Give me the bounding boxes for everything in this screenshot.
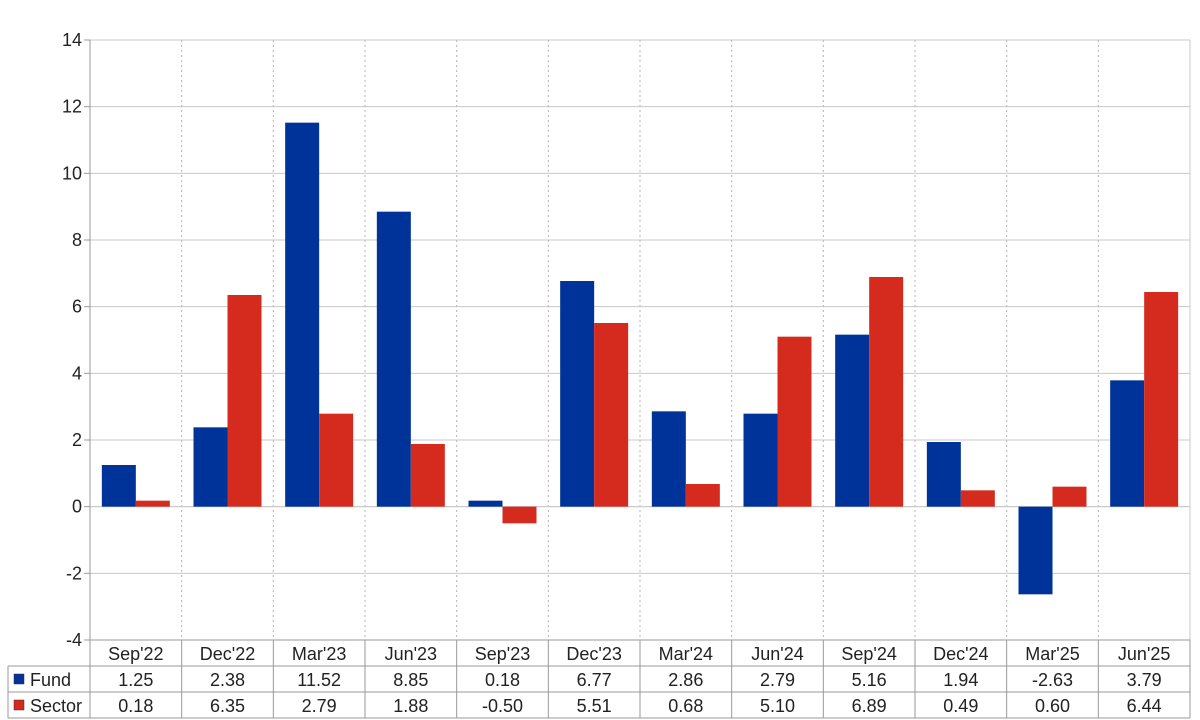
fund-value-cell: 0.18 (485, 670, 520, 690)
fund-legend-label: Fund (30, 670, 71, 690)
sector-value-cell: 0.18 (118, 696, 153, 716)
x-category-label: Mar'25 (1025, 644, 1079, 664)
fund-bar-2 (285, 122, 320, 507)
fund-value-cell: 2.38 (210, 670, 245, 690)
fund-bar-5 (560, 281, 595, 507)
fund-value-cell: 8.85 (393, 670, 428, 690)
y-tick-label: -4 (66, 630, 82, 650)
fund-value-cell: 11.52 (297, 670, 341, 690)
x-category-label: Sep'24 (841, 644, 897, 664)
fund-bar-3 (376, 211, 411, 507)
fund-bar-8 (835, 334, 870, 507)
fund-bar-0 (101, 465, 136, 507)
x-category-label: Jun'23 (385, 644, 437, 664)
y-tick-label: 6 (72, 297, 82, 317)
x-category-label: Sep'22 (108, 644, 164, 664)
fund-value-cell: 3.79 (1127, 670, 1162, 690)
fund-bar-6 (651, 411, 686, 507)
sector-bar-6 (685, 484, 720, 507)
y-tick-label: 10 (62, 163, 82, 183)
sector-value-cell: 0.60 (1035, 696, 1070, 716)
sector-value-cell: -0.50 (482, 696, 523, 716)
sector-bar-2 (319, 413, 354, 507)
y-tick-label: 4 (72, 363, 82, 383)
sector-value-cell: 6.89 (852, 696, 887, 716)
x-category-label: Jun'25 (1118, 644, 1170, 664)
sector-value-cell: 1.88 (393, 696, 428, 716)
fund-value-cell: 1.25 (118, 670, 153, 690)
y-axis: -4 -2 0 2 4 6 8 10 12 14 (62, 30, 82, 650)
sector-value-cell: 5.51 (577, 696, 612, 716)
y-tick-label: 8 (72, 230, 82, 250)
fund-bar-10 (1018, 506, 1053, 595)
sector-bar-3 (410, 444, 445, 507)
x-category-label: Sep'23 (475, 644, 531, 664)
fund-bar-9 (926, 442, 961, 507)
sector-value-cell: 0.68 (668, 696, 703, 716)
fund-bar-7 (743, 413, 778, 507)
fund-bar-11 (1110, 380, 1145, 507)
sector-bar-1 (227, 295, 262, 507)
x-category-label: Mar'23 (292, 644, 346, 664)
data-table: Sep'22 Dec'22 Mar'23 Jun'23 Sep'23 Dec'23 Mar'… (7, 639, 1191, 719)
bars (101, 122, 1179, 595)
x-category-label: Jun'24 (751, 644, 803, 664)
sector-legend-label: Sector (30, 696, 82, 716)
sector-bar-4 (502, 506, 537, 524)
gridlines (84, 39, 1191, 641)
y-tick-label: -2 (66, 563, 82, 583)
sector-value-cell: 5.10 (760, 696, 795, 716)
fund-value-cell: 2.86 (668, 670, 703, 690)
sector-bar-11 (1144, 292, 1179, 507)
fund-value-cell: 2.79 (760, 670, 795, 690)
x-category-label: Dec'24 (933, 644, 988, 664)
sector-bar-5 (594, 323, 629, 507)
sector-bar-9 (960, 490, 995, 507)
x-category-label: Dec'22 (200, 644, 255, 664)
sector-bar-7 (777, 336, 812, 507)
sector-value-cell: 0.49 (943, 696, 978, 716)
sector-bar-10 (1052, 486, 1087, 507)
sector-bar-8 (869, 277, 904, 507)
fund-bar-4 (468, 500, 503, 507)
fund-bar-1 (193, 427, 228, 507)
y-tick-label: 0 (72, 497, 82, 517)
y-tick-label: 14 (62, 30, 82, 50)
sector-value-cell: 6.44 (1127, 696, 1162, 716)
x-category-label: Dec'23 (566, 644, 621, 664)
sector-legend-swatch (13, 699, 25, 711)
fund-value-cell: 5.16 (852, 670, 887, 690)
fund-legend-swatch (13, 673, 25, 685)
sector-value-cell: 6.35 (210, 696, 245, 716)
fund-value-cell: 1.94 (943, 670, 978, 690)
y-tick-label: 12 (62, 97, 82, 117)
x-category-label: Mar'24 (659, 644, 713, 664)
sector-bar-0 (135, 500, 170, 507)
y-tick-label: 2 (72, 430, 82, 450)
fund-value-cell: -2.63 (1032, 670, 1073, 690)
fund-value-cell: 6.77 (577, 670, 612, 690)
sector-value-cell: 2.79 (302, 696, 337, 716)
